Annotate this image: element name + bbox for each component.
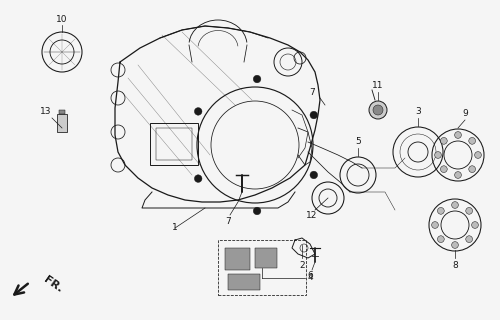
Text: 7: 7 [225, 218, 231, 227]
Text: 5: 5 [355, 138, 361, 147]
Circle shape [432, 222, 438, 228]
Bar [225, 248, 250, 270]
Circle shape [438, 236, 444, 243]
Bar [57, 114, 67, 132]
Bar [59, 110, 65, 114]
Text: 11: 11 [372, 82, 384, 91]
Bar [150, 123, 198, 165]
Circle shape [434, 152, 442, 158]
Circle shape [454, 132, 462, 138]
Bar [255, 248, 277, 268]
Text: 13: 13 [40, 108, 52, 116]
Text: 2: 2 [299, 260, 305, 269]
Circle shape [194, 175, 202, 182]
Text: 7: 7 [309, 87, 315, 97]
Circle shape [454, 172, 462, 178]
Circle shape [440, 138, 447, 144]
Circle shape [472, 222, 478, 228]
Circle shape [254, 75, 261, 83]
Circle shape [474, 152, 482, 158]
Bar [228, 274, 260, 290]
Text: 6: 6 [307, 271, 313, 281]
Circle shape [310, 171, 318, 179]
Text: 4: 4 [307, 274, 313, 283]
Text: 10: 10 [56, 14, 68, 23]
Circle shape [452, 242, 458, 248]
Text: 3: 3 [415, 108, 421, 116]
Text: FR.: FR. [42, 274, 64, 294]
Text: 9: 9 [462, 109, 468, 118]
Circle shape [452, 202, 458, 208]
Circle shape [310, 111, 318, 119]
Circle shape [254, 207, 261, 215]
Text: 8: 8 [452, 260, 458, 269]
Bar [218, 240, 306, 295]
Bar [156, 128, 192, 160]
Circle shape [469, 166, 476, 172]
Text: 1: 1 [172, 223, 178, 233]
Circle shape [373, 105, 383, 115]
Circle shape [466, 236, 472, 243]
Text: 12: 12 [306, 212, 318, 220]
Circle shape [469, 138, 476, 144]
Circle shape [194, 108, 202, 115]
Circle shape [369, 101, 387, 119]
Circle shape [440, 166, 447, 172]
Circle shape [466, 207, 472, 214]
Circle shape [438, 207, 444, 214]
